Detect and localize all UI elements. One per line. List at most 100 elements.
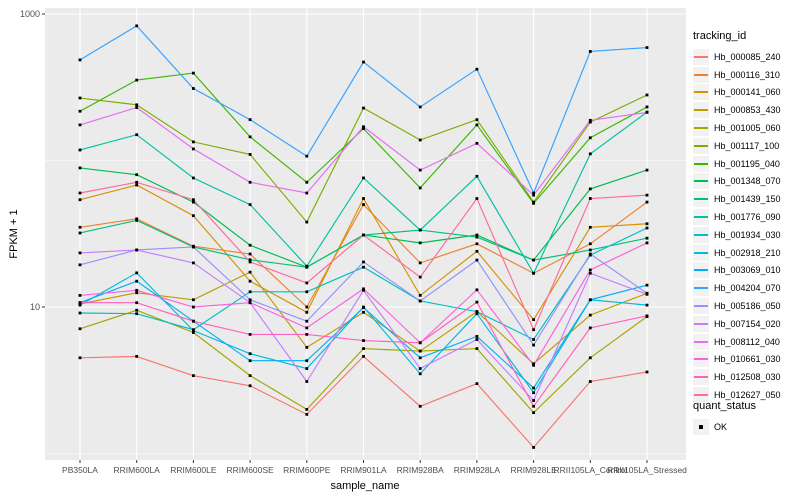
legend-item-Hb_001776_090: Hb_001776_090 <box>693 208 799 226</box>
data-point <box>418 228 422 232</box>
legend-item-label: Hb_001776_090 <box>714 212 781 223</box>
legend-item-Hb_004204_070: Hb_004204_070 <box>693 279 799 297</box>
data-point <box>362 347 365 351</box>
data-point <box>362 288 365 292</box>
data-point <box>248 135 252 139</box>
data-point <box>532 391 535 395</box>
legend-key-line-icon <box>694 127 708 130</box>
data-point <box>588 50 592 53</box>
data-point <box>362 125 365 129</box>
legend-key-box <box>693 191 709 208</box>
legend-item-label: Hb_000141_060 <box>714 87 781 98</box>
data-point <box>532 362 535 366</box>
data-point <box>135 78 139 82</box>
data-point <box>588 298 592 302</box>
data-point <box>135 301 139 305</box>
data-point <box>418 372 422 376</box>
data-point <box>362 355 365 358</box>
legend-item-label: Hb_008112_040 <box>714 336 780 347</box>
legend-key-box <box>693 66 709 83</box>
data-point <box>248 252 252 256</box>
data-point <box>645 222 649 226</box>
legend-item-Hb_007154_020: Hb_007154_020 <box>693 315 799 333</box>
data-point <box>645 200 649 204</box>
data-point <box>645 93 649 97</box>
data-point <box>248 352 252 356</box>
y-axis-title: FPKM + 1 <box>8 209 20 259</box>
legend-item-label: Hb_012508_030 <box>714 372 781 383</box>
legend-key-box <box>693 209 709 226</box>
data-point <box>248 258 252 262</box>
data-point <box>475 382 479 386</box>
legend-key-box <box>693 298 709 315</box>
legend-key-box <box>693 262 709 279</box>
data-point <box>418 275 422 279</box>
data-point <box>418 341 422 345</box>
legend-key-line-icon <box>694 269 708 272</box>
data-point <box>532 271 535 275</box>
data-point <box>78 58 82 62</box>
x-tick-label: RRIM901LA <box>340 465 387 475</box>
data-point <box>362 339 365 342</box>
data-point <box>475 300 479 304</box>
data-point <box>418 293 422 297</box>
legend-item-label: Hb_004204_070 <box>714 283 781 294</box>
data-point <box>588 380 592 383</box>
data-point <box>475 123 479 127</box>
x-tick-label: RRIM600LE <box>170 465 217 475</box>
data-point <box>305 367 309 370</box>
legend-item-label: Hb_007154_020 <box>714 318 781 329</box>
data-point <box>532 258 535 262</box>
data-point <box>78 109 82 113</box>
data-point <box>645 283 649 287</box>
data-point <box>192 140 195 144</box>
data-point <box>192 198 195 202</box>
data-point <box>418 261 422 265</box>
data-point <box>248 333 252 336</box>
data-point <box>475 197 479 200</box>
legend-item-label: OK <box>714 421 728 432</box>
data-point <box>192 87 195 90</box>
legend-item-label: Hb_001439_150 <box>714 194 781 205</box>
data-point <box>78 231 82 235</box>
data-point <box>362 306 365 310</box>
data-point <box>475 118 479 122</box>
data-point <box>248 243 252 247</box>
legend-item-ok: OK <box>693 418 799 436</box>
data-point <box>248 359 252 363</box>
y-tick-label: 1000 <box>20 9 40 19</box>
data-point <box>588 152 592 156</box>
data-point <box>588 120 592 124</box>
data-point <box>78 303 82 307</box>
legend-key-line-icon <box>694 180 708 183</box>
legend-item-label: Hb_001117_100 <box>714 140 780 151</box>
legend-item-Hb_012627_050: Hb_012627_050 <box>693 386 799 404</box>
data-point <box>305 180 309 184</box>
data-point <box>192 319 195 323</box>
data-point <box>78 191 82 195</box>
x-tick-label: RRIM600SE <box>226 465 274 475</box>
data-point <box>248 153 252 156</box>
legend-quant-status: quant_status OK <box>693 400 799 436</box>
legend-item-label: Hb_001195_040 <box>714 158 780 169</box>
legend-item-label: Hb_000853_430 <box>714 105 781 116</box>
data-point <box>192 147 195 151</box>
legend-item-label: Hb_003069_010 <box>714 265 781 276</box>
legend-item-label: Hb_001934_030 <box>714 229 781 240</box>
data-point <box>305 305 309 309</box>
legend-item-label: Hb_002918_210 <box>714 247 781 258</box>
data-point <box>475 233 479 237</box>
data-point <box>362 176 365 180</box>
legend-key-line-icon <box>694 233 708 236</box>
data-point <box>78 293 82 297</box>
data-point <box>135 133 139 137</box>
data-point <box>78 311 82 315</box>
data-point <box>362 60 365 64</box>
data-point <box>78 225 82 229</box>
data-point <box>305 310 309 314</box>
data-point <box>362 106 365 110</box>
legend-item-label: Hb_001348_070 <box>714 176 781 187</box>
data-point <box>248 301 252 305</box>
legend-key-line-icon <box>694 144 708 147</box>
